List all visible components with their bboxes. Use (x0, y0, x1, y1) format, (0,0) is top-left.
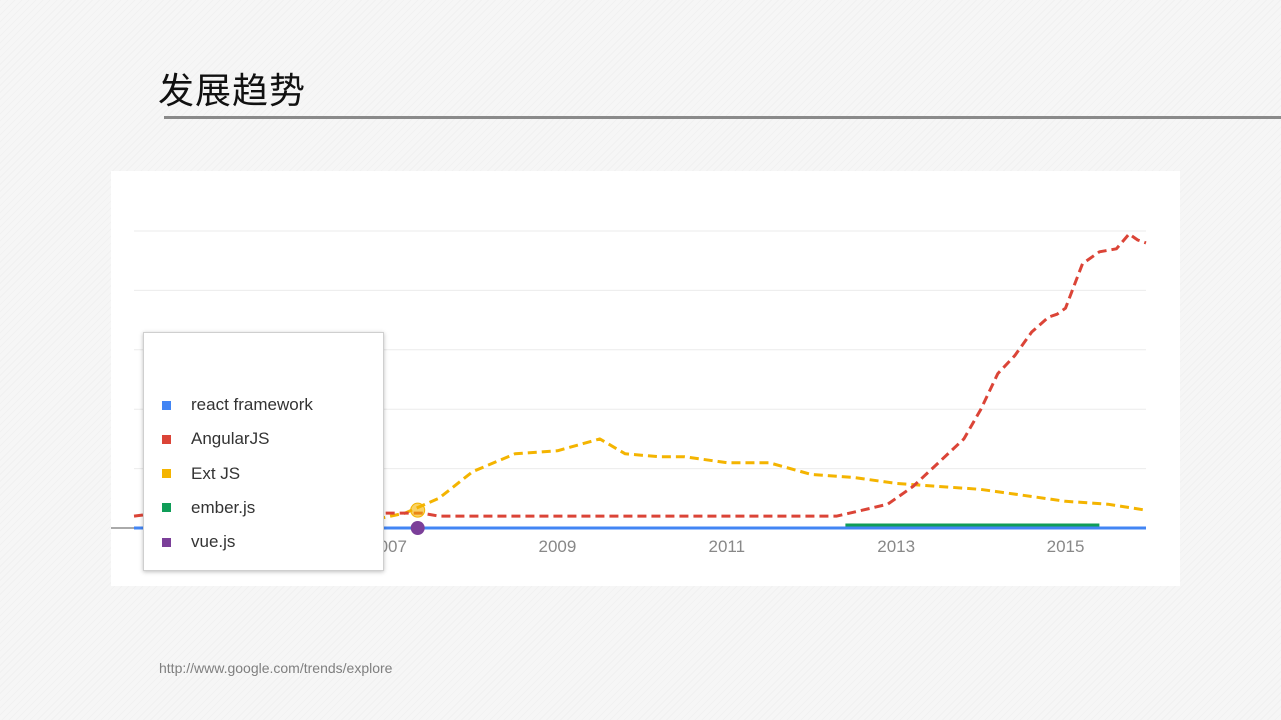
legend-label: vue.js (191, 532, 236, 552)
legend-item: Ext JS (162, 464, 240, 484)
series-line-angularjs (133, 232, 1147, 518)
legend-swatch (162, 469, 171, 479)
x-tick-label: 2011 (709, 537, 746, 556)
hover-marker-ext-js (410, 502, 426, 518)
legend-item: ember.js (162, 498, 255, 518)
hover-marker-vue-js (410, 521, 425, 535)
x-tick-label: 2015 (1047, 537, 1085, 556)
x-tick-label: 2013 (877, 537, 915, 556)
legend-swatch (162, 400, 171, 410)
legend-label: Ext JS (191, 463, 241, 483)
title-divider (164, 116, 1281, 119)
legend-label: react framework (191, 395, 313, 414)
legend-swatch (162, 503, 171, 513)
chart-legend: react framework AngularJS Ext JS ember.js vu… (143, 332, 384, 571)
legend-swatch (162, 434, 171, 444)
slide-title: 发展趋势 (158, 71, 307, 112)
x-tick-label: 2009 (539, 537, 577, 556)
source-url[interactable]: http://www.google.com/trends/explore (159, 660, 393, 676)
series-line-ext-js (362, 437, 1147, 524)
legend-swatch (162, 537, 171, 547)
legend-label: ember.js (191, 497, 256, 517)
legend-item: AngularJS (162, 429, 269, 449)
legend-label: AngularJS (191, 429, 270, 449)
legend-item: vue.js (162, 532, 235, 552)
legend-item: react framework (162, 395, 313, 415)
